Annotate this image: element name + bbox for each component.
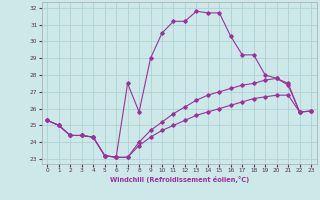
X-axis label: Windchill (Refroidissement éolien,°C): Windchill (Refroidissement éolien,°C) (109, 176, 249, 183)
